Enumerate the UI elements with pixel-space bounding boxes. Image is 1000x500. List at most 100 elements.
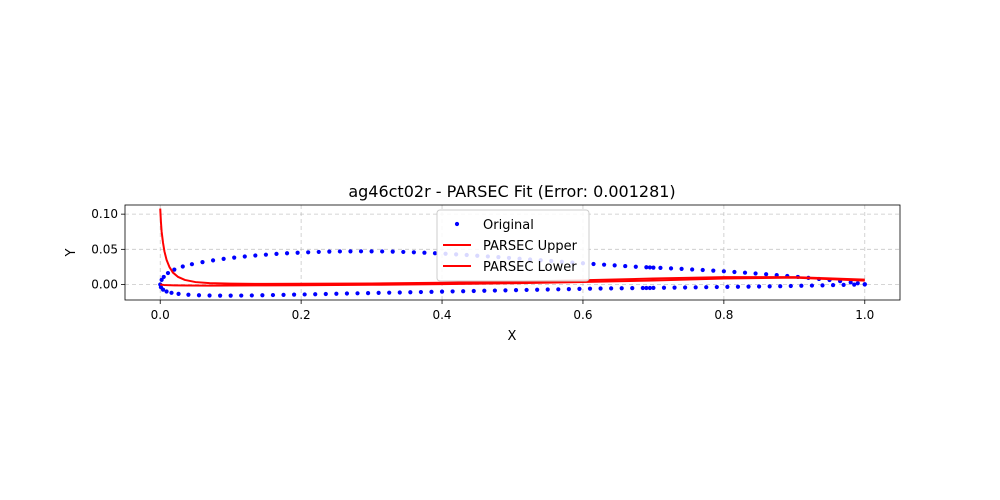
data-point xyxy=(239,293,244,298)
data-point xyxy=(852,282,857,287)
data-point xyxy=(778,284,783,289)
data-point xyxy=(429,289,434,294)
data-point xyxy=(348,249,353,254)
data-point xyxy=(661,285,667,290)
data-point xyxy=(281,292,286,297)
data-point xyxy=(591,261,596,267)
series-line-parsec-upper xyxy=(159,208,865,285)
data-point xyxy=(799,283,804,288)
data-point xyxy=(535,287,540,292)
data-point xyxy=(809,283,815,288)
y-tick-label: 0.10 xyxy=(91,207,118,221)
data-point xyxy=(160,287,166,292)
data-point xyxy=(644,285,649,291)
plot-area xyxy=(158,208,867,298)
x-tick-label: 0.8 xyxy=(714,308,733,322)
data-point xyxy=(700,267,705,273)
data-point xyxy=(566,286,571,292)
data-point xyxy=(302,292,307,297)
data-point xyxy=(612,263,617,268)
series-line-parsec-lower xyxy=(160,276,865,287)
data-point xyxy=(180,264,185,269)
data-point xyxy=(344,291,350,296)
data-point xyxy=(640,285,645,291)
y-axis-label: Y xyxy=(64,248,79,257)
x-tick-label: 0.4 xyxy=(432,308,451,322)
data-point xyxy=(690,267,695,272)
data-point xyxy=(242,254,247,259)
data-point xyxy=(161,274,166,280)
data-point xyxy=(210,258,216,263)
data-point xyxy=(337,249,342,254)
data-point xyxy=(461,289,466,294)
data-point xyxy=(196,293,202,298)
data-point xyxy=(232,255,237,260)
legend-label: Original xyxy=(483,218,534,233)
data-point xyxy=(746,284,751,289)
data-point xyxy=(658,265,663,271)
data-point xyxy=(820,283,825,288)
y-axis: 0.00 0.05 0.10 xyxy=(91,207,125,292)
data-point xyxy=(841,282,846,287)
data-point xyxy=(295,250,300,255)
data-point xyxy=(176,291,181,296)
data-point xyxy=(200,260,205,265)
data-point xyxy=(387,290,392,295)
chart-title: ag46ct02r - PARSEC Fit (Error: 0.001281) xyxy=(348,182,675,201)
data-point xyxy=(587,286,593,291)
data-point xyxy=(189,262,195,267)
data-point xyxy=(270,292,276,298)
plot-frame xyxy=(124,204,901,301)
data-point xyxy=(397,290,402,295)
legend-label: PARSEC Upper xyxy=(483,239,578,254)
data-point xyxy=(355,291,360,296)
data-point xyxy=(732,269,737,275)
data-point xyxy=(735,284,741,289)
data-point xyxy=(644,265,649,270)
data-point xyxy=(450,289,455,294)
data-point xyxy=(601,262,607,267)
data-point xyxy=(672,285,677,290)
data-point xyxy=(756,284,762,289)
data-point xyxy=(408,290,413,295)
data-point xyxy=(848,280,853,285)
data-point xyxy=(767,284,772,289)
data-point xyxy=(284,251,290,256)
legend-box xyxy=(436,209,590,282)
data-point xyxy=(683,285,688,290)
data-point xyxy=(376,290,381,295)
series-layer xyxy=(158,208,867,298)
data-point xyxy=(764,272,769,277)
data-point xyxy=(721,269,726,274)
data-point xyxy=(545,287,550,292)
x-axis-label: X xyxy=(508,329,517,344)
data-point xyxy=(260,293,265,298)
data-point xyxy=(482,288,487,293)
data-point xyxy=(218,293,223,298)
data-point xyxy=(471,288,476,294)
data-point xyxy=(169,290,174,295)
data-point xyxy=(492,288,497,293)
data-point xyxy=(253,253,258,258)
data-point xyxy=(401,249,406,255)
data-point xyxy=(172,267,177,272)
data-point xyxy=(207,293,212,298)
data-point xyxy=(598,286,603,291)
data-point xyxy=(228,293,233,298)
data-point xyxy=(513,288,519,293)
data-point xyxy=(704,285,709,290)
data-point xyxy=(679,266,684,271)
data-point xyxy=(291,292,297,297)
data-point xyxy=(609,286,614,291)
data-point xyxy=(313,292,318,297)
data-point xyxy=(651,285,656,290)
data-point xyxy=(263,252,269,257)
data-point xyxy=(630,286,635,291)
data-point xyxy=(159,277,164,282)
legend-label: PARSEC Lower xyxy=(483,260,577,275)
data-point xyxy=(651,265,656,270)
data-point xyxy=(619,286,624,291)
data-point xyxy=(439,289,445,294)
data-point xyxy=(165,270,171,276)
